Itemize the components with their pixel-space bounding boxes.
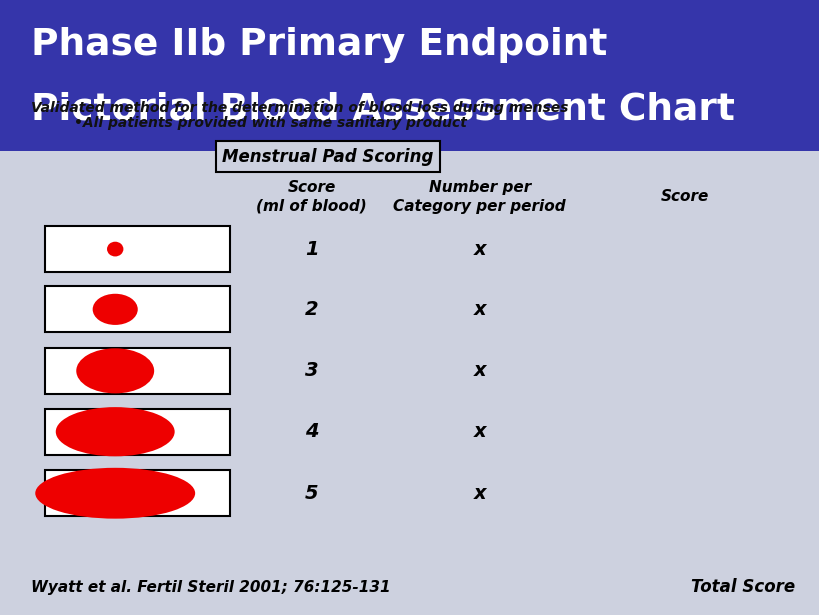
Ellipse shape	[106, 242, 124, 256]
Text: 5: 5	[305, 484, 318, 502]
Ellipse shape	[35, 468, 195, 518]
Text: 1: 1	[305, 240, 318, 258]
Text: Number per
Category per period: Number per Category per period	[393, 180, 565, 213]
Ellipse shape	[76, 348, 154, 394]
Text: 3: 3	[305, 362, 318, 380]
Bar	[0, 0, 819, 151]
Text: Validated method for the determination of blood loss during menses: Validated method for the determination o…	[31, 101, 568, 114]
Text: 2: 2	[305, 300, 318, 319]
Text: Score: Score	[660, 189, 708, 204]
Text: Pictorial Blood Assessment Chart: Pictorial Blood Assessment Chart	[31, 92, 734, 128]
Bar	[45, 226, 229, 272]
Text: Wyatt et al. Fertil Steril 2001; 76:125-131: Wyatt et al. Fertil Steril 2001; 76:125-…	[31, 580, 391, 595]
Bar	[45, 287, 229, 332]
Text: Total Score: Total Score	[690, 578, 794, 597]
Text: Score
(ml of blood): Score (ml of blood)	[256, 180, 367, 213]
Text: x: x	[473, 423, 486, 441]
Text: x: x	[473, 300, 486, 319]
Bar	[45, 408, 229, 455]
Bar	[45, 347, 229, 394]
Text: Phase IIb Primary Endpoint: Phase IIb Primary Endpoint	[31, 27, 607, 63]
Text: x: x	[473, 362, 486, 380]
Ellipse shape	[56, 407, 174, 456]
Bar	[45, 470, 229, 517]
Text: 4: 4	[305, 423, 318, 441]
Text: x: x	[473, 484, 486, 502]
Text: Menstrual Pad Scoring: Menstrual Pad Scoring	[222, 148, 433, 166]
Text: x: x	[473, 240, 486, 258]
Text: •All patients provided with same sanitary product: •All patients provided with same sanitar…	[74, 116, 466, 130]
Ellipse shape	[93, 294, 138, 325]
